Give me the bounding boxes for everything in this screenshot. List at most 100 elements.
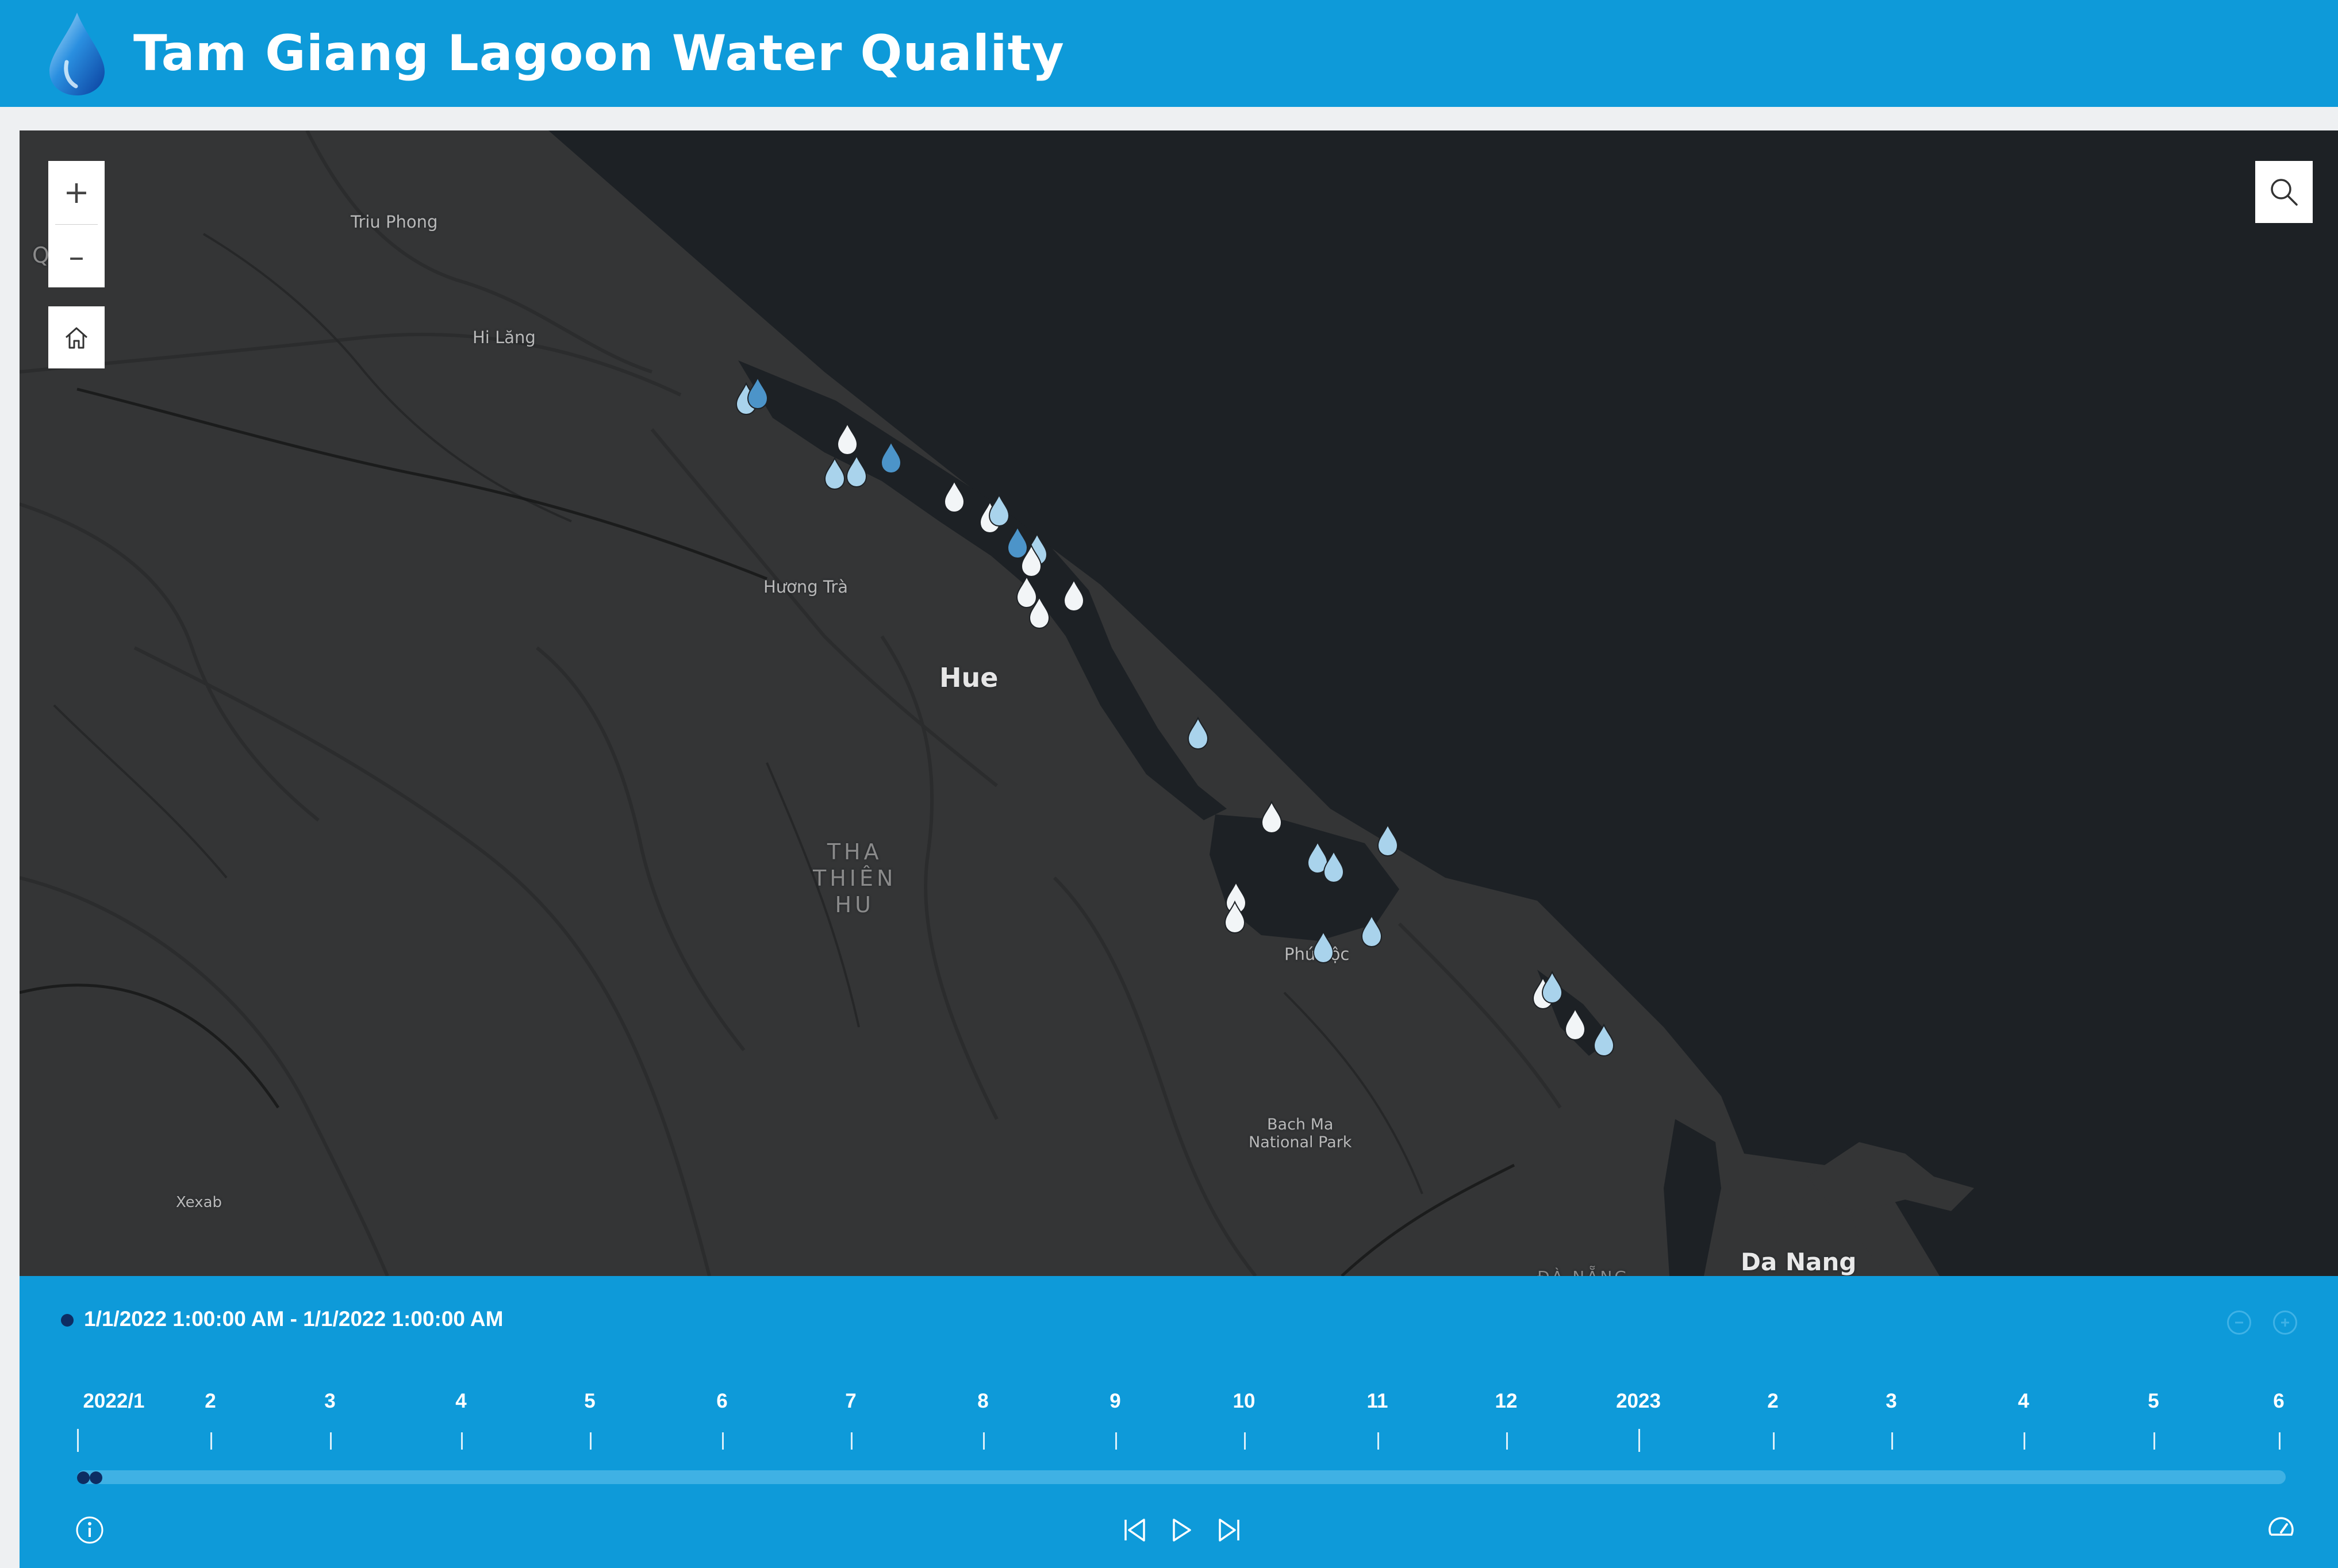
water-quality-marker[interactable] [747, 376, 769, 410]
water-quality-marker[interactable] [1028, 595, 1050, 629]
play-icon [1173, 1519, 1191, 1542]
timeline-tick [1773, 1432, 1775, 1450]
time-slider: 1/1/2022 1:00:00 AM - 1/1/2022 1:00:00 A… [20, 1276, 2338, 1568]
timeline-tick [2279, 1432, 2281, 1450]
home-button[interactable] [48, 306, 105, 368]
map-label-huong-tra: Hương Trà [763, 577, 849, 597]
water-quality-marker[interactable] [824, 456, 846, 490]
timeline-tick-label: 7 [845, 1390, 857, 1412]
timeline-tick-label: 5 [2148, 1390, 2159, 1412]
timeline-tick-label: 3 [324, 1390, 336, 1412]
timeline-tick [2153, 1432, 2155, 1450]
timeline-tick [983, 1432, 985, 1450]
zoom-out-button[interactable]: – [48, 225, 105, 287]
timeline-tick [851, 1432, 853, 1450]
timeline-tick-label: 2 [1767, 1390, 1779, 1412]
water-quality-marker[interactable] [1593, 1023, 1615, 1057]
water-quality-marker[interactable] [1020, 544, 1042, 578]
water-quality-marker[interactable] [1323, 850, 1345, 883]
timeline-tick [210, 1432, 212, 1450]
timeline-tick [330, 1432, 332, 1450]
play-button[interactable] [1165, 1513, 1199, 1547]
timeline-tick [590, 1432, 592, 1450]
timeline-end-thumb[interactable] [90, 1471, 102, 1484]
info-button[interactable] [72, 1513, 107, 1547]
map-label-hi-lang: Hi Lăng [473, 328, 536, 347]
map-label-da-nang: Da Nang [1741, 1248, 1857, 1276]
timeline-tick [1377, 1432, 1379, 1450]
water-quality-marker[interactable] [1187, 716, 1209, 750]
water-quality-marker[interactable] [1541, 970, 1563, 1004]
water-quality-marker[interactable] [988, 493, 1010, 527]
search-button[interactable] [2255, 161, 2313, 223]
water-quality-marker[interactable] [943, 479, 965, 513]
map-label-thua-thien-hue: THA THIÊN HU [813, 839, 897, 917]
water-quality-marker[interactable] [1564, 1007, 1586, 1041]
map-view[interactable]: Triu Phong Hi Lăng Q TR Hương Trà Hue TH… [20, 130, 2338, 1276]
timeline-start-thumb[interactable] [77, 1471, 90, 1484]
water-quality-marker[interactable] [1063, 578, 1085, 612]
timeline-tick [1506, 1432, 1508, 1450]
water-quality-marker[interactable] [1016, 575, 1038, 609]
timeline-zoom-out-button[interactable] [2227, 1310, 2251, 1335]
map-label-hue: Hue [939, 662, 999, 693]
timeline-tick [1638, 1429, 1640, 1452]
water-quality-marker[interactable] [1007, 525, 1028, 559]
markers-layer [735, 376, 1615, 1057]
search-icon [2271, 179, 2298, 206]
timeline-tick-label: 4 [455, 1390, 467, 1412]
water-quality-marker[interactable] [1224, 900, 1246, 934]
timeline-tick-label: 12 [1495, 1390, 1518, 1412]
info-icon [76, 1516, 103, 1544]
timeline-tick [722, 1432, 724, 1450]
timeline-tick-label: 2023 [1616, 1390, 1661, 1412]
time-range-label: 1/1/2022 1:00:00 AM - 1/1/2022 1:00:00 A… [61, 1307, 503, 1331]
time-range-text: 1/1/2022 1:00:00 AM - 1/1/2022 1:00:00 A… [84, 1307, 504, 1331]
skip-previous-icon [1124, 1519, 1145, 1542]
zoom-controls: + – [48, 161, 105, 287]
timeline-tick-label: 9 [1110, 1390, 1121, 1412]
water-quality-marker[interactable] [1307, 840, 1329, 874]
water-quality-marker[interactable] [846, 454, 867, 488]
zoom-in-icon [2281, 1319, 2289, 1327]
timeline-tick [77, 1429, 79, 1452]
zoom-in-button[interactable]: + [48, 161, 105, 223]
map-label-da-nang-region: ĐÀ NẴNG [1537, 1264, 1629, 1276]
water-quality-marker[interactable] [1377, 823, 1399, 857]
map-label-trieu-phong: Triu Phong [351, 212, 438, 232]
time-range-dot [61, 1314, 74, 1327]
zoom-separator [55, 224, 98, 225]
timeline-zoom-in-button[interactable] [2273, 1310, 2297, 1335]
previous-button[interactable] [1118, 1513, 1152, 1547]
skip-next-icon [1219, 1519, 1239, 1542]
zoom-out-icon [2235, 1321, 2243, 1324]
timeline-tick [1891, 1432, 1893, 1450]
timeline-tick-label: 11 [1366, 1390, 1388, 1412]
page-title: Tam Giang Lagoon Water Quality [133, 25, 1065, 82]
water-quality-marker[interactable] [1312, 930, 1334, 964]
timeline-tick-label: 2 [205, 1390, 216, 1412]
timeline-tick-label: 3 [1886, 1390, 1897, 1412]
speed-gauge-icon [2268, 1517, 2294, 1536]
water-drop-icon [49, 13, 105, 95]
timeline-tick-label: 6 [2273, 1390, 2285, 1412]
water-quality-marker[interactable] [1261, 800, 1283, 834]
timeline-tick [461, 1432, 463, 1450]
home-icon [66, 327, 87, 349]
map-label-bach-ma: Bach Ma National Park [1249, 1116, 1352, 1151]
water-quality-marker[interactable] [880, 440, 902, 474]
map-label-xexab: Xexab [176, 1194, 222, 1211]
timeline-tick-label: 8 [977, 1390, 989, 1412]
water-quality-marker[interactable] [1361, 914, 1383, 948]
timeline-tick-label: 10 [1233, 1390, 1256, 1412]
timeline-tick-label: 6 [716, 1390, 728, 1412]
next-button[interactable] [1212, 1513, 1246, 1547]
water-quality-marker[interactable] [836, 422, 858, 456]
timeline-tick [1115, 1432, 1117, 1450]
timeline-track[interactable] [77, 1470, 2286, 1484]
app-header: Tam Giang Lagoon Water Quality [0, 0, 2338, 107]
timeline-tick [2024, 1432, 2025, 1450]
playback-speed-button[interactable] [2264, 1513, 2298, 1547]
basemap [20, 130, 1974, 1276]
timeline-tick-label: 4 [2018, 1390, 2029, 1412]
